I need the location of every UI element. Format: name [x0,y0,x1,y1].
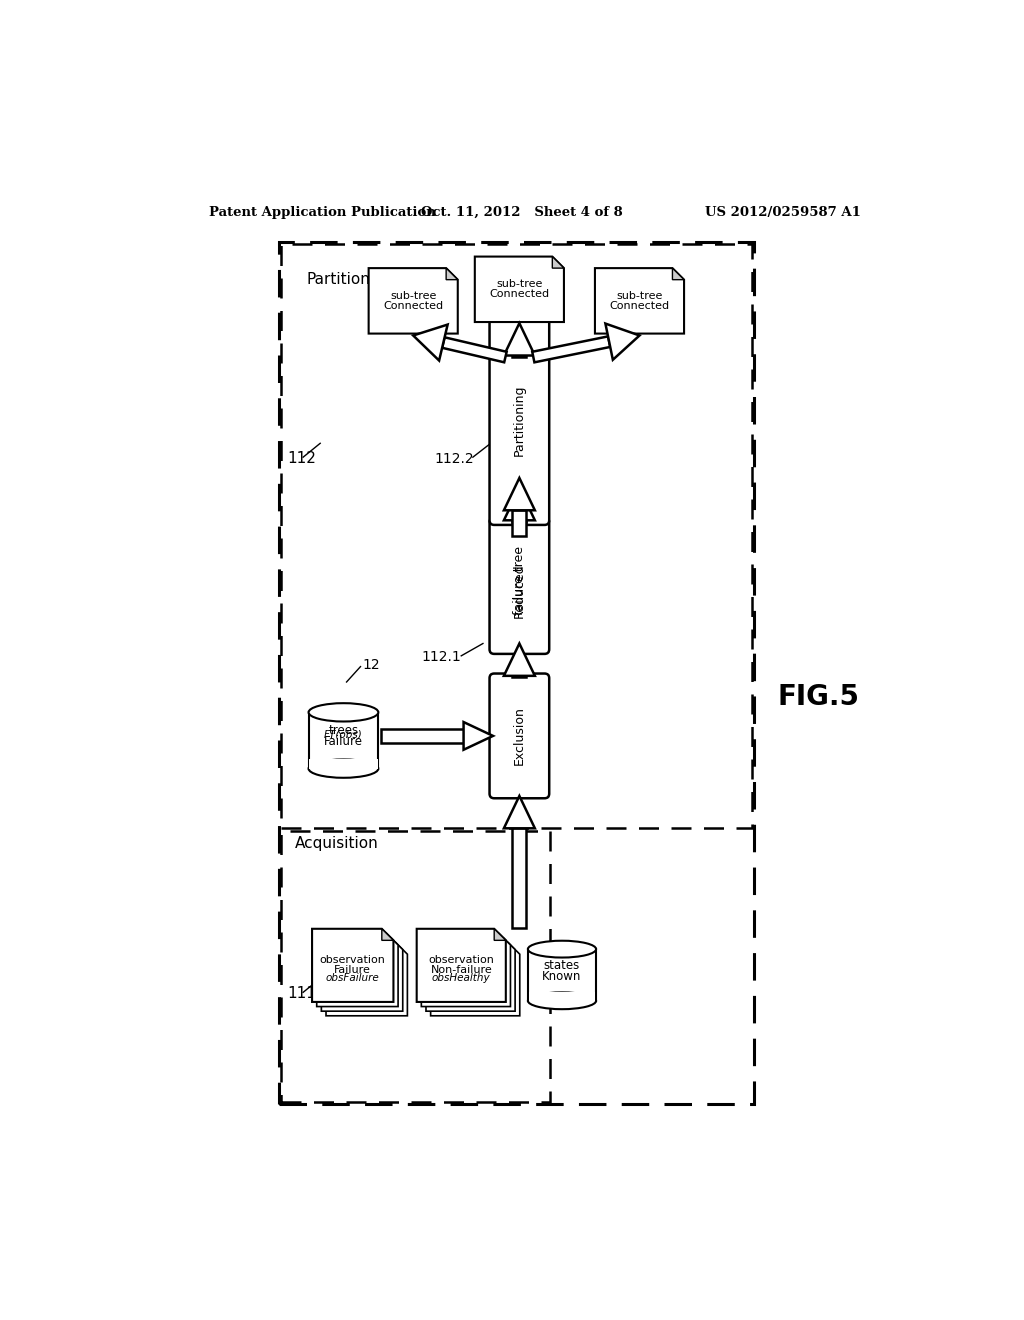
Text: Partitioning: Partitioning [513,384,526,455]
Text: sub-tree: sub-tree [497,280,543,289]
Bar [381,729,464,743]
Text: states: states [544,958,581,972]
Polygon shape [326,942,408,1016]
Polygon shape [504,478,535,511]
Polygon shape [421,933,510,1007]
Polygon shape [312,929,393,1002]
Bar [528,949,596,1001]
Bar [528,993,595,1001]
Text: Connected: Connected [489,289,550,300]
Bar [309,759,378,768]
Polygon shape [475,256,564,322]
Ellipse shape [528,941,596,957]
Text: Non-failure: Non-failure [430,965,493,975]
Polygon shape [504,323,535,355]
Text: sub-tree: sub-tree [616,290,663,301]
Text: Connected: Connected [609,301,670,310]
Text: 111: 111 [288,986,316,1002]
Bar [512,355,526,358]
Text: Acquisition: Acquisition [295,836,379,851]
Bar [512,676,526,677]
Text: Connected: Connected [383,301,443,310]
Text: US 2012/0259587 A1: US 2012/0259587 A1 [706,206,861,219]
Polygon shape [426,939,515,1011]
Polygon shape [504,796,535,829]
Text: 112.1: 112.1 [421,651,461,664]
Ellipse shape [308,759,378,777]
Polygon shape [414,325,447,360]
Polygon shape [322,939,402,1011]
Polygon shape [532,337,610,363]
Ellipse shape [308,704,378,722]
Text: Failure: Failure [334,965,371,975]
Text: Partitioning: Partitioning [306,272,394,288]
Polygon shape [442,338,507,362]
Text: trees: trees [329,723,358,737]
Text: FIG.5: FIG.5 [777,684,859,711]
Text: failure tree: failure tree [513,546,526,615]
Text: FT(obs): FT(obs) [324,730,362,739]
Polygon shape [316,933,398,1007]
Text: sub-tree: sub-tree [390,290,436,301]
Bar [308,713,378,768]
Polygon shape [431,942,520,1016]
Polygon shape [595,268,684,334]
Bar [512,829,526,928]
FancyBboxPatch shape [489,517,549,653]
Text: observation: observation [319,956,386,965]
Polygon shape [504,644,535,676]
Text: 112.2: 112.2 [434,451,474,466]
Text: obsHealthy: obsHealthy [432,973,490,982]
Text: Oct. 11, 2012   Sheet 4 of 8: Oct. 11, 2012 Sheet 4 of 8 [421,206,623,219]
Polygon shape [382,929,393,940]
Text: Known: Known [543,970,582,982]
Text: Exclusion: Exclusion [513,706,526,766]
Polygon shape [495,929,506,940]
Text: Patent Application Publication: Patent Application Publication [209,206,436,219]
Text: observation: observation [428,956,495,965]
Ellipse shape [528,993,596,1010]
Polygon shape [464,722,493,750]
Text: 112: 112 [288,451,316,466]
Polygon shape [504,488,535,520]
Polygon shape [552,256,564,268]
Text: Failure: Failure [324,735,362,748]
Bar [282,830,550,1102]
FancyBboxPatch shape [489,673,549,799]
Text: 12: 12 [362,659,380,672]
Text: Reduced: Reduced [513,564,526,619]
Polygon shape [446,268,458,280]
Bar [512,520,526,521]
Bar [512,511,526,536]
Bar [282,244,752,829]
Polygon shape [417,929,506,1002]
Polygon shape [369,268,458,334]
Bar [280,242,755,1104]
Polygon shape [605,323,640,360]
FancyBboxPatch shape [489,315,549,525]
Text: obsFailure: obsFailure [326,973,380,982]
Polygon shape [673,268,684,280]
